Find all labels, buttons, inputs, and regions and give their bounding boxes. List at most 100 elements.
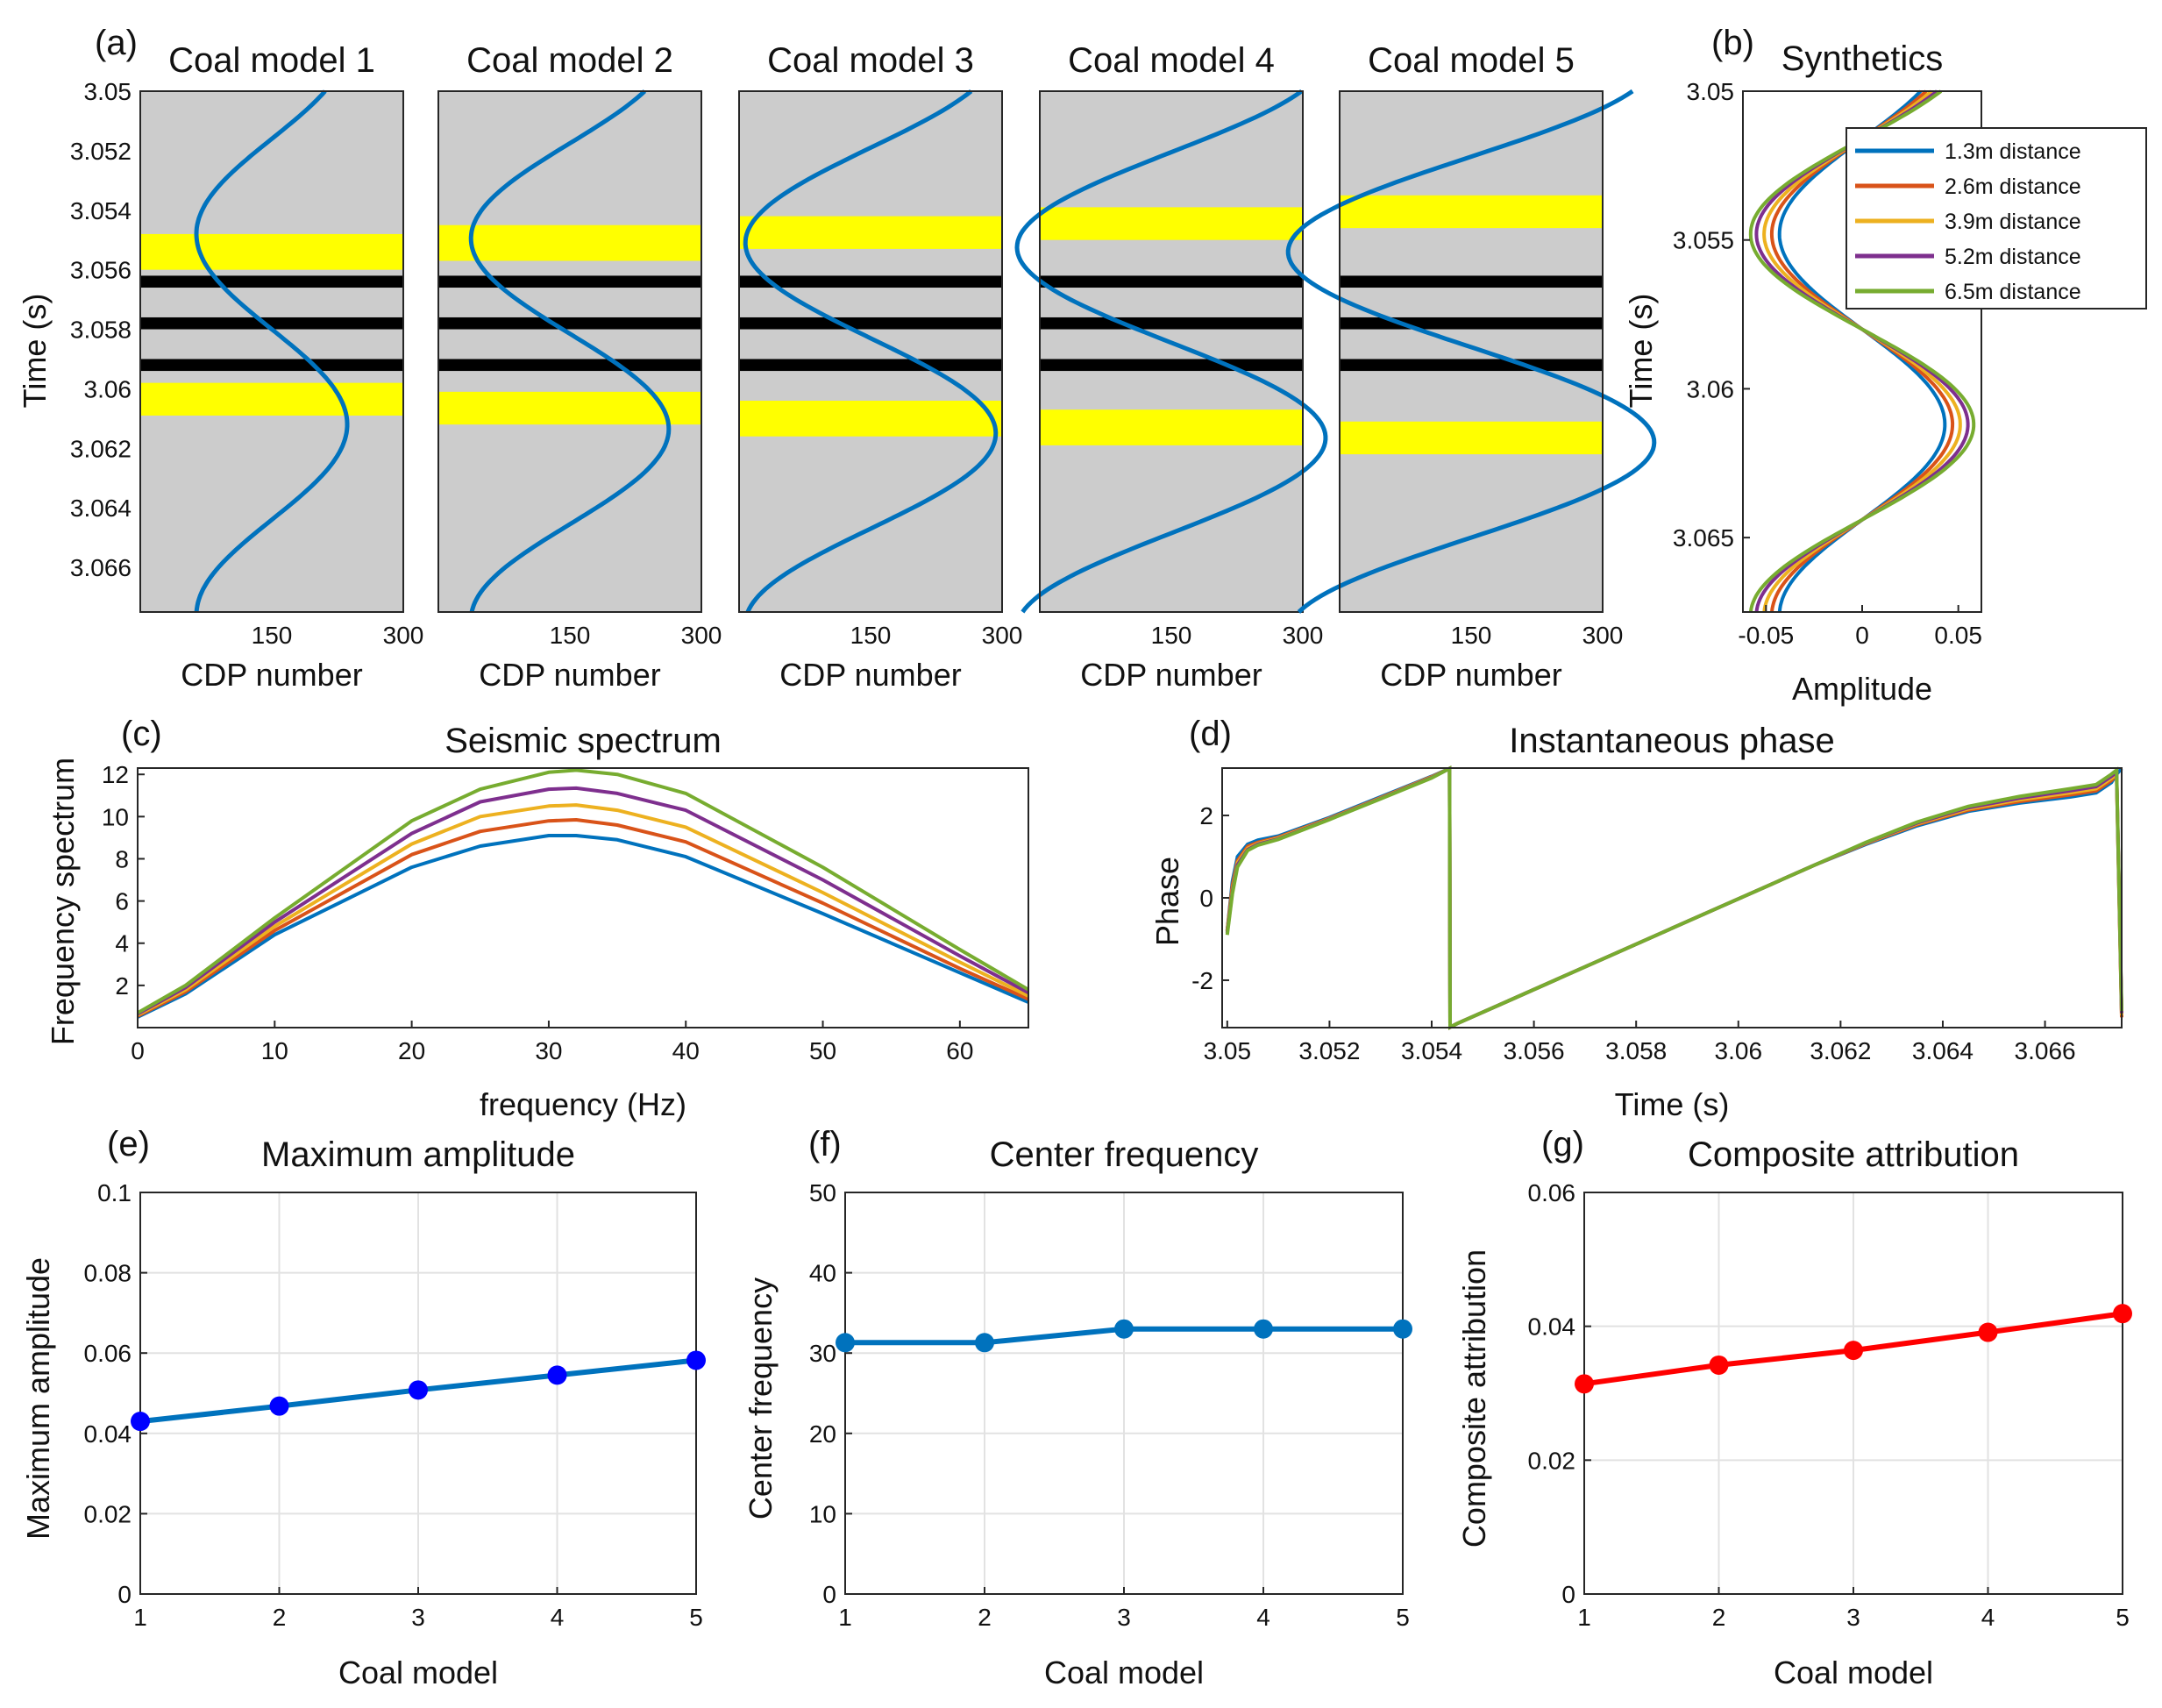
plot-frame bbox=[844, 1192, 1404, 1595]
coal-seam-layer bbox=[1040, 317, 1303, 330]
c-x-tick-label: 50 bbox=[809, 1037, 836, 1064]
g-y-tick-label: 0.02 bbox=[1528, 1447, 1576, 1474]
f-x-tick-label: 2 bbox=[978, 1604, 992, 1631]
data-point bbox=[1575, 1374, 1594, 1394]
c-x-tick-label: 40 bbox=[672, 1037, 700, 1064]
seismic-trace bbox=[1014, 89, 1328, 614]
e-y-tick-label: 0.1 bbox=[97, 1179, 132, 1206]
y-axis-label: Phase bbox=[1149, 857, 1185, 946]
x-tick-label: 0.05 bbox=[1934, 622, 1982, 649]
yellow-band-top bbox=[140, 233, 403, 270]
chart-title: Synthetics bbox=[1782, 39, 1944, 78]
cdp-tick-label: 150 bbox=[252, 622, 293, 649]
d-x-tick-label: 3.05 bbox=[1204, 1037, 1252, 1064]
legend-label: 5.2m distance bbox=[1945, 245, 2081, 269]
model-background bbox=[438, 91, 701, 612]
e-y-tick-label: 0 bbox=[117, 1581, 132, 1608]
e-y-tick-label: 0.06 bbox=[84, 1340, 132, 1367]
panel-letter-a: (a) bbox=[95, 24, 138, 62]
coal-seam-layer bbox=[739, 359, 1002, 372]
coal-seam-layer bbox=[1340, 359, 1603, 372]
x-axis-label: Coal model bbox=[338, 1655, 498, 1690]
seismic-trace bbox=[743, 89, 999, 614]
time-tick-label: 3.058 bbox=[70, 317, 132, 344]
data-point bbox=[836, 1333, 855, 1353]
chart-title: Composite attribution bbox=[1688, 1135, 2019, 1174]
coal-model-4: Coal model 4 150 300 CDP number bbox=[1014, 41, 1328, 693]
g-y-tick-label: 0.06 bbox=[1528, 1179, 1576, 1206]
spectrum-line bbox=[137, 818, 1029, 1018]
y-axis-label: Frequency spectrum bbox=[45, 758, 81, 1045]
plot-frame bbox=[137, 767, 1029, 1028]
c-y-tick-label: 10 bbox=[102, 803, 129, 830]
data-point bbox=[1844, 1341, 1863, 1361]
x-tick-label: 0 bbox=[1855, 622, 1869, 649]
c-y-tick-label: 8 bbox=[115, 845, 129, 872]
cdp-tick-label: 300 bbox=[982, 622, 1023, 649]
g-y-tick-label: 0.04 bbox=[1528, 1313, 1576, 1341]
f-y-tick-label: 50 bbox=[809, 1179, 836, 1206]
c-y-tick-label: 12 bbox=[102, 761, 129, 788]
yellow-band-bottom bbox=[140, 382, 403, 416]
x-axis-label: CDP number bbox=[779, 657, 961, 693]
coal-seam-layer bbox=[1040, 359, 1303, 372]
coal-seam-layer bbox=[1340, 275, 1603, 288]
data-point bbox=[1393, 1319, 1412, 1339]
x-axis-label: CDP number bbox=[479, 657, 660, 693]
yellow-band-bottom bbox=[739, 401, 1002, 437]
yellow-band-top bbox=[1040, 207, 1303, 240]
model-background bbox=[1340, 91, 1603, 612]
model-frame bbox=[139, 90, 404, 613]
seismic-trace bbox=[468, 89, 672, 613]
yellow-band-top bbox=[739, 216, 1002, 249]
panel-letter-f: (f) bbox=[808, 1125, 842, 1164]
f-x-tick-label: 5 bbox=[1396, 1604, 1410, 1631]
y-axis-label: Time (s) bbox=[1623, 294, 1659, 409]
time-tick-label: 3.052 bbox=[70, 138, 132, 165]
model-frame bbox=[1339, 90, 1604, 613]
time-tick-label: 3.064 bbox=[70, 495, 132, 522]
y-axis-label: Composite attribution bbox=[1456, 1249, 1492, 1548]
panel-letter-d: (d) bbox=[1189, 715, 1232, 753]
d-y-tick-label: 2 bbox=[1199, 802, 1213, 829]
g-x-tick-label: 4 bbox=[1981, 1604, 1995, 1631]
c-x-tick-label: 30 bbox=[535, 1037, 562, 1064]
seismic-trace bbox=[1285, 89, 1657, 614]
f-x-tick-label: 3 bbox=[1117, 1604, 1131, 1631]
model-frame bbox=[437, 90, 702, 613]
e-x-tick-label: 1 bbox=[133, 1604, 147, 1631]
f-y-tick-label: 40 bbox=[809, 1260, 836, 1287]
e-x-tick-label: 5 bbox=[689, 1604, 703, 1631]
plot-frame bbox=[139, 1192, 697, 1595]
model-background bbox=[739, 91, 1002, 612]
y-tick-label: 3.065 bbox=[1673, 524, 1734, 552]
d-x-tick-label: 3.058 bbox=[1605, 1037, 1667, 1064]
spectrum-line bbox=[137, 803, 1029, 1017]
model-frame bbox=[1039, 90, 1304, 613]
e-y-tick-label: 0.04 bbox=[84, 1420, 132, 1448]
f-x-tick-label: 4 bbox=[1256, 1604, 1270, 1631]
chart-title: Center frequency bbox=[990, 1135, 1259, 1174]
c-x-tick-label: 10 bbox=[261, 1037, 288, 1064]
panel-d: 3.05 3.052 3.054 3.056 3.058 3.06 3.062 3.064 3.… bbox=[1149, 722, 2123, 1122]
data-point bbox=[975, 1333, 994, 1353]
coal-seam-layer bbox=[140, 275, 403, 288]
x-axis-label: Amplitude bbox=[1792, 671, 1932, 707]
model-title: Coal model 5 bbox=[1368, 41, 1575, 80]
g-x-tick-label: 5 bbox=[2116, 1604, 2130, 1631]
d-x-tick-label: 3.066 bbox=[2015, 1037, 2076, 1064]
coal-seam-layer bbox=[1340, 317, 1603, 330]
synthetic-trace bbox=[1748, 89, 1976, 613]
legend-box bbox=[1846, 127, 2147, 310]
coal-seam-layer bbox=[438, 359, 701, 372]
y-axis-label: Time (s) bbox=[17, 294, 53, 409]
legend-label: 6.5m distance bbox=[1945, 280, 2081, 304]
plot-area bbox=[138, 768, 1028, 1028]
panel-c: 0 10 20 30 40 50 60 2 4 6 8 10 12 Seismic spectrum fre… bbox=[45, 722, 1030, 1122]
cdp-tick-label: 150 bbox=[550, 622, 591, 649]
c-x-tick-label: 0 bbox=[131, 1037, 145, 1064]
y-tick-label: 3.05 bbox=[1687, 78, 1735, 105]
